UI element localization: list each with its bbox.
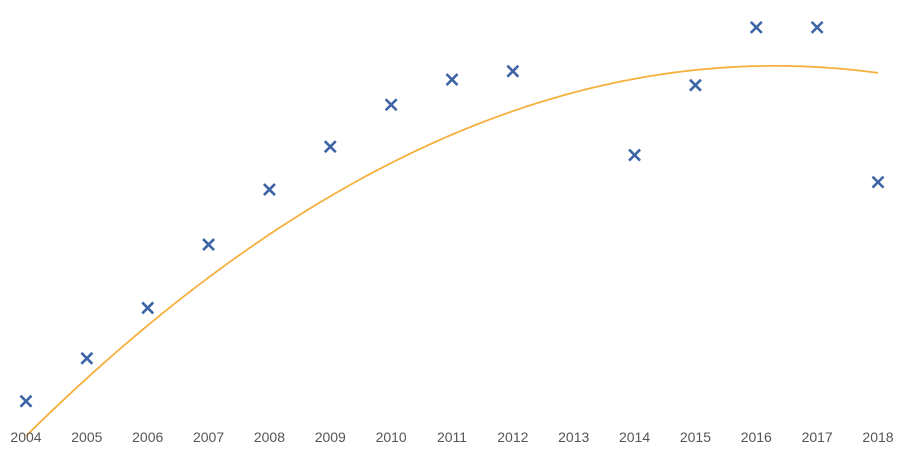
- data-point-2005: [80, 351, 94, 365]
- x-tick-label-2005: 2005: [71, 429, 102, 445]
- data-point-2006: [141, 301, 155, 315]
- x-tick-label-2011: 2011: [437, 429, 467, 445]
- x-tick-label-2012: 2012: [497, 429, 528, 445]
- x-tick-label-2009: 2009: [315, 429, 346, 445]
- data-point-2007: [202, 238, 215, 251]
- x-tick-label-2008: 2008: [254, 429, 285, 445]
- x-axis-tick-labels: 2004 2005 2006 2007 2008 2009 2010 2011 2012 2013…: [10, 429, 893, 445]
- polynomial-trendline: [25, 64, 879, 437]
- data-point-2011: [445, 73, 459, 87]
- x-tick-label-2004: 2004: [10, 429, 41, 445]
- data-point-2004: [19, 394, 33, 408]
- x-tick-label-2014: 2014: [619, 429, 650, 445]
- data-point-2008: [263, 183, 276, 197]
- data-point-2009: [323, 140, 337, 154]
- data-point-2017: [810, 20, 824, 34]
- x-tick-label-2006: 2006: [132, 429, 163, 445]
- x-tick-label-2016: 2016: [741, 429, 772, 445]
- data-point-2012: [506, 64, 520, 78]
- data-point-2010: [384, 98, 398, 112]
- x-tick-label-2007: 2007: [193, 429, 224, 445]
- x-tick-label-2015: 2015: [680, 429, 711, 445]
- data-point-2016: [749, 20, 763, 34]
- x-tick-label-2010: 2010: [376, 429, 407, 445]
- data-point-2018: [871, 175, 885, 189]
- data-point-2015: [689, 78, 702, 92]
- data-point-2014: [628, 148, 641, 162]
- x-tick-label-2018: 2018: [862, 429, 893, 445]
- x-tick-label-2017: 2017: [802, 429, 833, 445]
- x-tick-label-2013: 2013: [558, 429, 589, 445]
- marker-layer: [19, 20, 885, 408]
- trendline-layer: [25, 64, 879, 437]
